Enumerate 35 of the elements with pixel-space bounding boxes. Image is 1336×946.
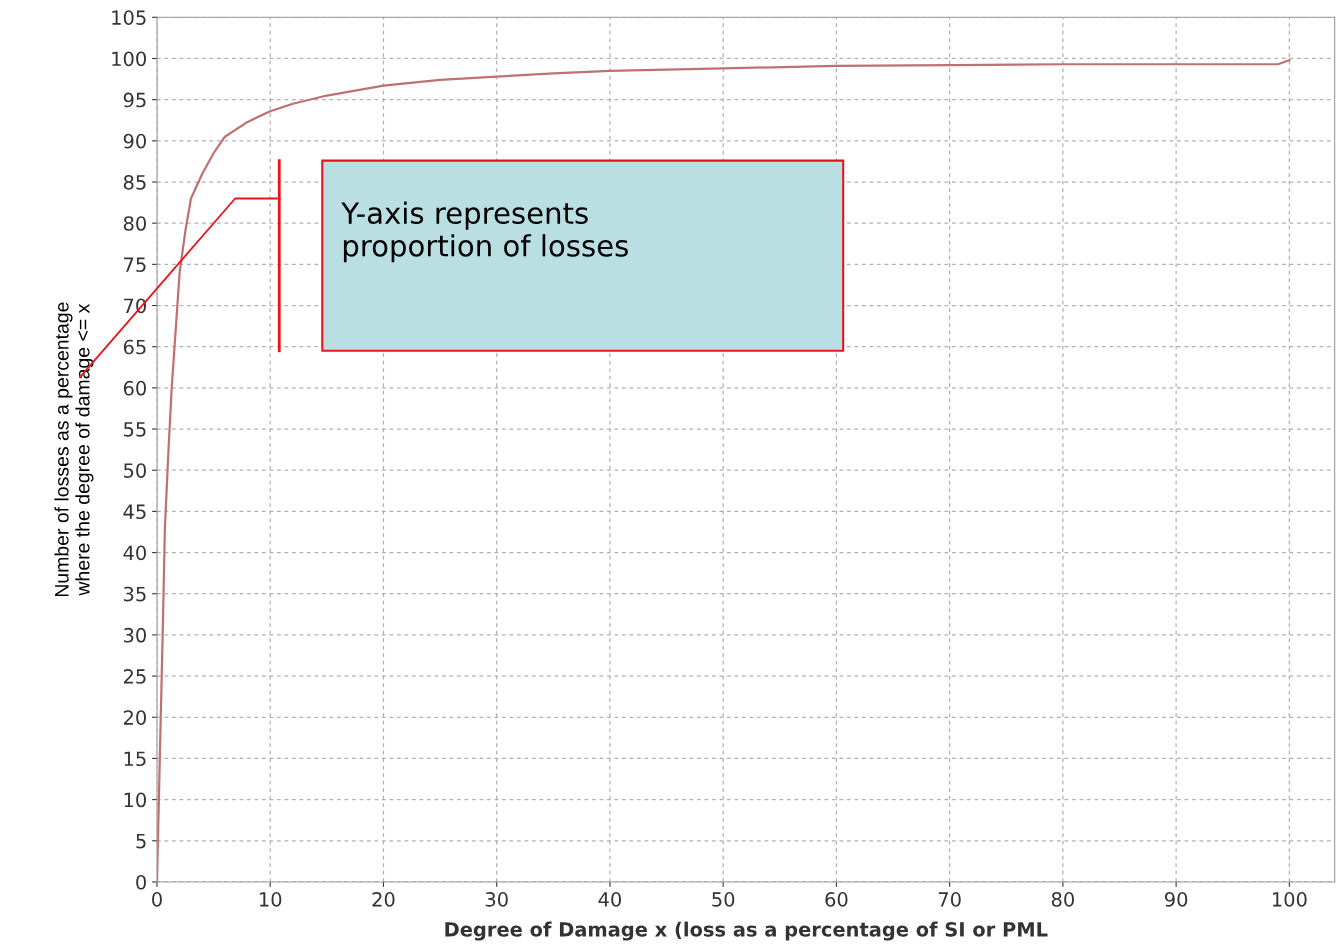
annotation: Y-axis represents proportion of losses <box>341 201 628 263</box>
x-tick-label: 0 <box>152 892 162 907</box>
y-tick-label: 105 <box>112 10 146 25</box>
x-tick-label: 80 <box>1051 892 1074 907</box>
y-tick-label: 5 <box>136 833 146 849</box>
y-tick-label: 75 <box>124 257 146 273</box>
y-tick-label: 35 <box>124 586 146 602</box>
y-axis-title: Number of losses as a percentage where the degree of damage <= x <box>54 302 94 597</box>
y-tick-label: 0 <box>136 874 146 890</box>
y-tick-label: 40 <box>123 545 146 561</box>
y-tick-label: 60 <box>123 380 146 396</box>
x-tick-label: 30 <box>485 892 508 907</box>
y-tick-label: 45 <box>123 504 146 520</box>
x-tick-label: 100 <box>1272 892 1307 907</box>
x-tick-label: 90 <box>1164 892 1188 907</box>
y-tick-label: 30 <box>124 627 146 643</box>
y-tick-label: 50 <box>124 463 146 478</box>
x-tick-label: 10 <box>259 892 282 907</box>
y-tick-label: 65 <box>123 339 146 355</box>
x-tick-label: 60 <box>825 892 848 907</box>
y-tick-label: 100 <box>112 51 146 67</box>
y-tick-label: 25 <box>123 669 146 684</box>
y-tick-label: 90 <box>123 133 146 149</box>
y-tick-label: 15 <box>124 751 146 767</box>
y-tick-label: 55 <box>124 422 146 437</box>
x-tick-label: 20 <box>372 892 395 907</box>
y-tick-label: 85 <box>123 174 146 190</box>
y-tick-label: 95 <box>123 92 146 108</box>
x-tick-label: 50 <box>712 892 735 907</box>
x-tick-label: 70 <box>938 892 961 907</box>
y-tick-label: 80 <box>123 216 146 231</box>
x-axis-title: Degree of Damage x (loss as a percentage of SI or PML <box>445 921 1048 941</box>
y-tick-label: 20 <box>123 710 146 725</box>
y-tick-label: 10 <box>124 792 146 808</box>
x-tick-label: 40 <box>598 892 622 907</box>
